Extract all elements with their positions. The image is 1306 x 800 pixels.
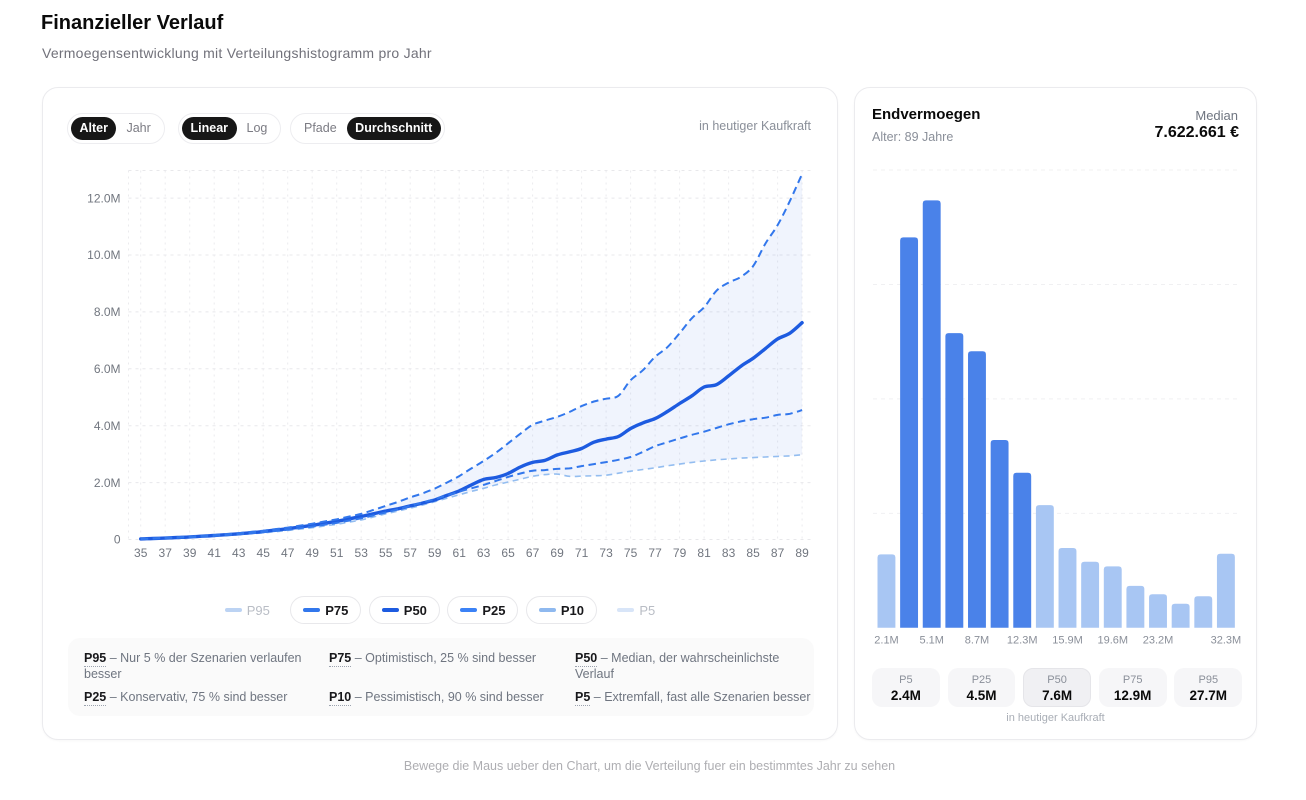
svg-text:39: 39 xyxy=(183,546,197,560)
svg-text:71: 71 xyxy=(575,546,589,560)
svg-text:8.0M: 8.0M xyxy=(94,305,121,319)
svg-text:81: 81 xyxy=(697,546,711,560)
svg-text:10.0M: 10.0M xyxy=(87,248,120,262)
svg-text:35: 35 xyxy=(134,546,148,560)
svg-text:73: 73 xyxy=(599,546,613,560)
svg-text:69: 69 xyxy=(550,546,564,560)
svg-text:79: 79 xyxy=(673,546,687,560)
svg-text:41: 41 xyxy=(208,546,222,560)
svg-text:55: 55 xyxy=(379,546,393,560)
svg-text:47: 47 xyxy=(281,546,295,560)
svg-text:4.0M: 4.0M xyxy=(94,419,121,433)
svg-text:5.1M: 5.1M xyxy=(919,634,943,646)
svg-text:67: 67 xyxy=(526,546,540,560)
svg-text:75: 75 xyxy=(624,546,638,560)
svg-text:6.0M: 6.0M xyxy=(94,362,121,376)
svg-text:2.1M: 2.1M xyxy=(874,634,898,646)
svg-text:23.2M: 23.2M xyxy=(1143,634,1174,646)
svg-text:19.6M: 19.6M xyxy=(1098,634,1129,646)
svg-text:57: 57 xyxy=(404,546,418,560)
svg-text:87: 87 xyxy=(771,546,785,560)
svg-text:65: 65 xyxy=(501,546,515,560)
svg-text:0: 0 xyxy=(114,533,121,547)
svg-text:12.3M: 12.3M xyxy=(1007,634,1038,646)
svg-text:49: 49 xyxy=(306,546,320,560)
svg-text:12.0M: 12.0M xyxy=(87,191,120,205)
svg-text:89: 89 xyxy=(795,546,809,560)
svg-text:43: 43 xyxy=(232,546,246,560)
svg-text:59: 59 xyxy=(428,546,442,560)
svg-text:45: 45 xyxy=(257,546,271,560)
svg-text:15.9M: 15.9M xyxy=(1052,634,1083,646)
svg-text:63: 63 xyxy=(477,546,491,560)
svg-text:37: 37 xyxy=(159,546,173,560)
svg-text:51: 51 xyxy=(330,546,344,560)
svg-text:85: 85 xyxy=(746,546,760,560)
svg-text:53: 53 xyxy=(355,546,369,560)
svg-text:61: 61 xyxy=(453,546,467,560)
svg-text:32.3M: 32.3M xyxy=(1211,634,1242,646)
svg-text:2.0M: 2.0M xyxy=(94,476,121,490)
svg-text:77: 77 xyxy=(648,546,662,560)
svg-text:83: 83 xyxy=(722,546,736,560)
svg-text:8.7M: 8.7M xyxy=(965,634,989,646)
